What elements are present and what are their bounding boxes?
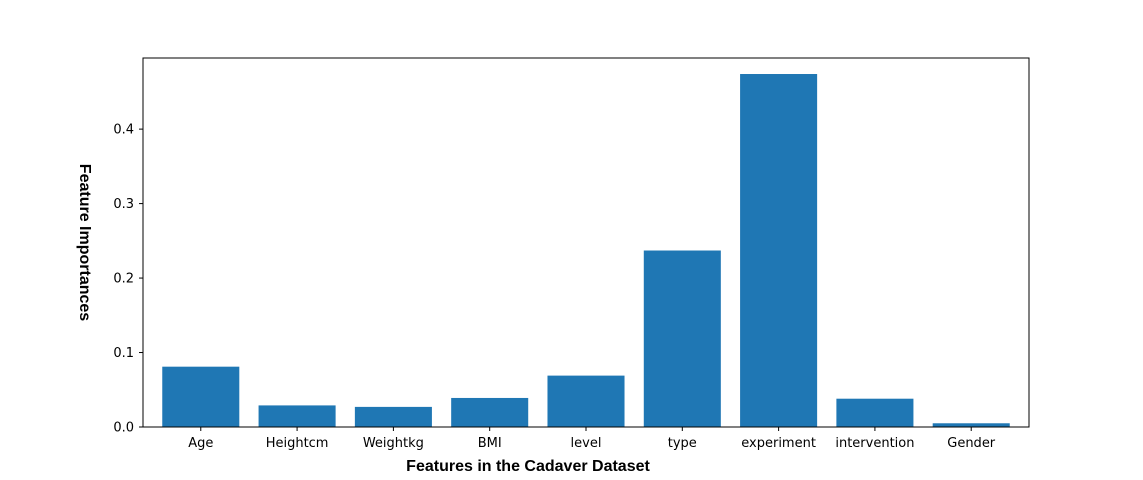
- y-tick-label: 0.3: [113, 197, 134, 212]
- x-tick-label: level: [571, 436, 602, 451]
- y-tick-label: 0.0: [113, 421, 134, 436]
- bar-type: [643, 250, 721, 427]
- x-tick-label: Age: [188, 436, 213, 451]
- x-tick-label: Heightcm: [266, 436, 329, 451]
- bar-intervention: [836, 398, 914, 427]
- bar-gender: [932, 423, 1010, 427]
- y-tick-label: 0.1: [113, 346, 134, 361]
- y-ticks-group: 0.0 0.1 0.2 0.3 0.4: [113, 123, 143, 436]
- bar-heightcm: [258, 405, 336, 427]
- x-tick-label: experiment: [741, 436, 816, 451]
- x-ticks-group: Age Heightcm Weightkg BMI level type experimen…: [188, 427, 996, 451]
- bar-experiment: [740, 74, 818, 427]
- x-tick-label: type: [668, 436, 697, 451]
- x-tick-label: Gender: [947, 436, 996, 451]
- bar-bmi: [451, 397, 529, 427]
- x-tick-label: Weightkg: [363, 436, 424, 451]
- y-tick-label: 0.2: [113, 272, 134, 287]
- x-tick-label: intervention: [835, 436, 914, 451]
- bar-age: [162, 366, 240, 427]
- y-axis-title: Feature Importances: [76, 164, 93, 321]
- bars-group: [162, 74, 1010, 427]
- x-axis-title: Features in the Cadaver Dataset: [406, 458, 650, 475]
- bar-level: [547, 375, 625, 427]
- bar-weightkg: [354, 406, 432, 427]
- plot-area-frame: [142, 57, 1030, 428]
- y-tick-label: 0.4: [113, 123, 134, 138]
- x-tick-label: BMI: [478, 436, 502, 451]
